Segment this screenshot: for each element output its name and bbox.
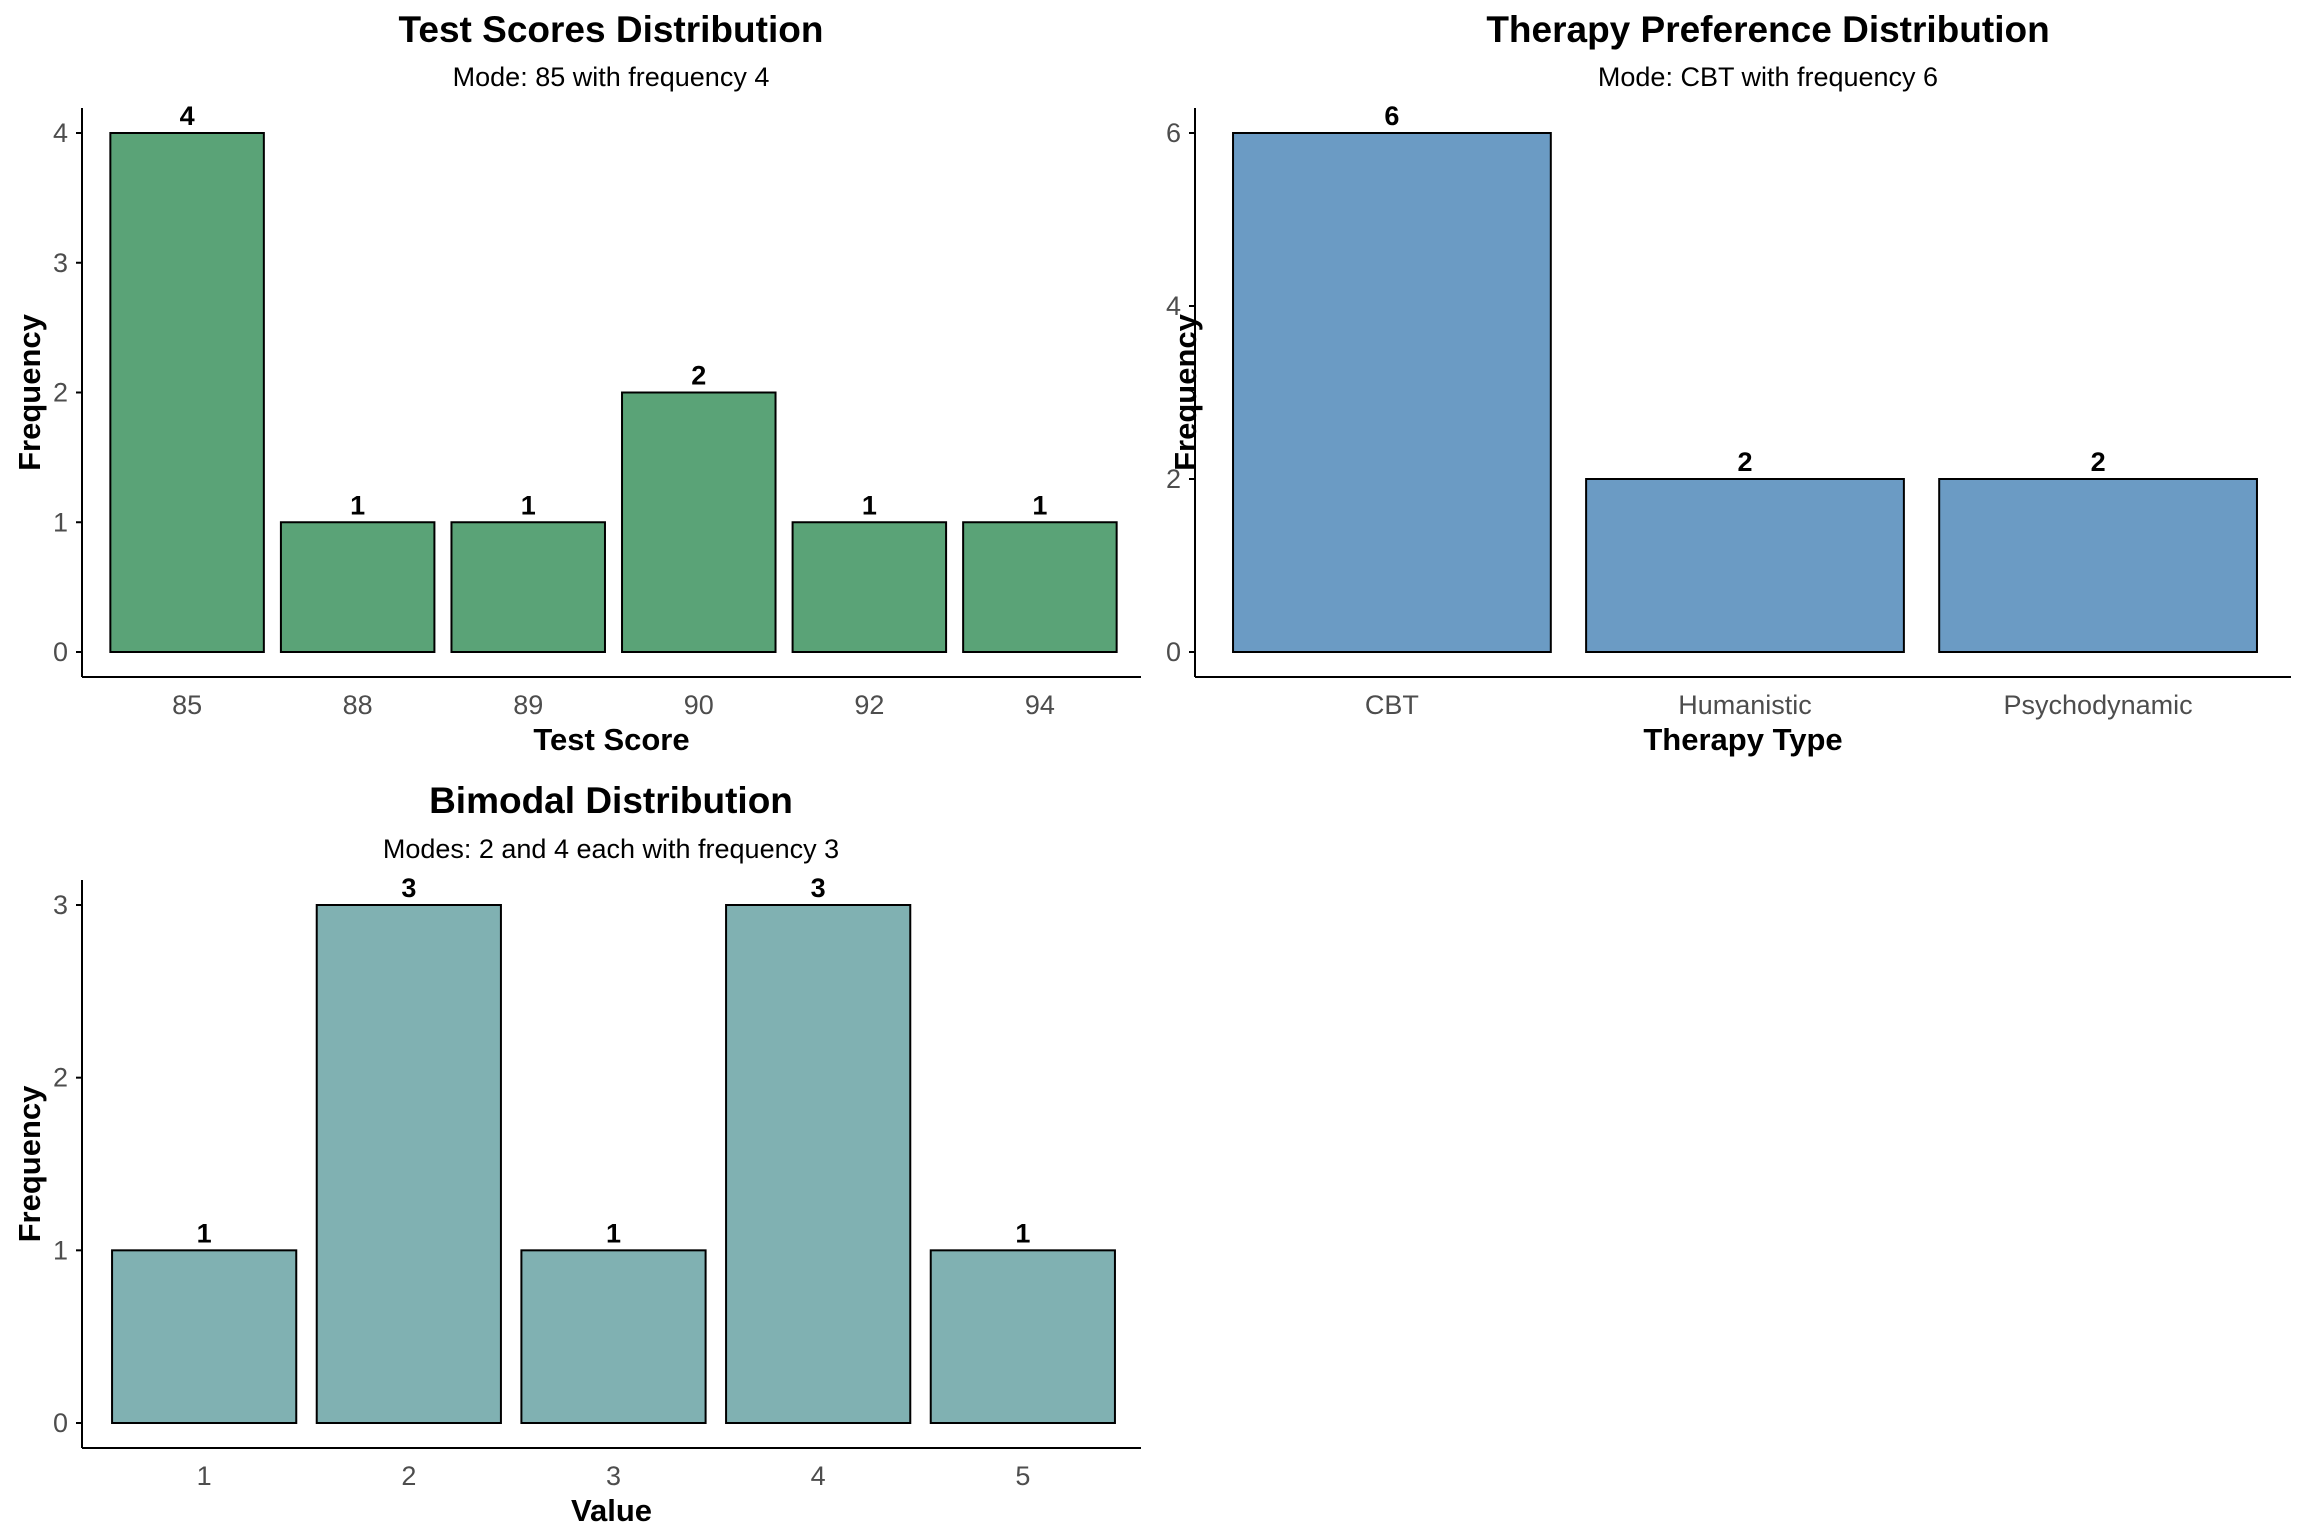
data-label: 2: [1737, 447, 1752, 477]
chart-panel-1: Test Scores Distribution Mode: 85 with fr…: [12, 9, 1141, 757]
x-tick-label: 4: [811, 1461, 826, 1491]
data-label: 3: [811, 873, 826, 903]
x-tick-label: 1: [197, 1461, 212, 1491]
chart-subtitle: Mode: 85 with frequency 4: [453, 62, 770, 92]
chart-subtitle: Modes: 2 and 4 each with frequency 3: [383, 834, 839, 864]
x-axis-title: Test Score: [533, 722, 689, 757]
data-label: 1: [1032, 490, 1047, 520]
y-tick-label: 3: [53, 890, 68, 920]
data-label: 1: [606, 1218, 621, 1248]
x-tick-label: 85: [172, 690, 202, 720]
x-tick-label: 2: [401, 1461, 416, 1491]
chart-title: Therapy Preference Distribution: [1486, 9, 2049, 50]
chart-title: Test Scores Distribution: [399, 9, 824, 50]
x-tick-label: 3: [606, 1461, 621, 1491]
bar-90: [621, 391, 777, 653]
y-tick-label: 4: [53, 118, 68, 148]
bar-89: [450, 521, 606, 653]
chart-panel-3: Bimodal Distribution Modes: 2 and 4 each …: [12, 780, 1141, 1528]
chart-subtitle: Mode: CBT with frequency 6: [1598, 62, 1938, 92]
y-tick-label: 2: [1166, 464, 1181, 494]
bar-3: [520, 1249, 707, 1425]
bar-94: [962, 521, 1118, 653]
y-tick-label: 1: [53, 1235, 68, 1265]
data-label: 1: [521, 490, 536, 520]
x-tick-label: 94: [1025, 690, 1055, 720]
data-label: 1: [862, 490, 877, 520]
bar-psychodynamic: [1938, 478, 2258, 653]
bar-4: [725, 904, 912, 1424]
y-axis-title: Frequency: [12, 1085, 47, 1243]
y-tick-label: 2: [53, 378, 68, 408]
data-label: 1: [1015, 1218, 1030, 1248]
x-tick-label: Psychodynamic: [2004, 690, 2193, 720]
y-tick-label: 2: [53, 1063, 68, 1093]
y-axis-title: Frequency: [12, 313, 47, 471]
x-tick-label: 90: [684, 690, 714, 720]
y-tick-label: 1: [53, 507, 68, 537]
data-label: 2: [2091, 447, 2106, 477]
y-tick-label: 4: [1166, 291, 1181, 321]
bar-5: [929, 1249, 1116, 1425]
x-tick-label: CBT: [1365, 690, 1419, 720]
y-axis-title: Frequency: [1168, 313, 1203, 471]
x-tick-label: 89: [513, 690, 543, 720]
bar-cbt: [1232, 132, 1552, 653]
y-tick-label: 0: [53, 1408, 68, 1438]
data-label: 6: [1384, 101, 1399, 131]
data-label: 3: [401, 873, 416, 903]
x-tick-label: 88: [343, 690, 373, 720]
x-tick-label: 92: [854, 690, 884, 720]
x-axis-title: Therapy Type: [1643, 722, 1842, 757]
x-tick-label: Humanistic: [1678, 690, 1812, 720]
y-tick-label: 3: [53, 248, 68, 278]
chart-title: Bimodal Distribution: [429, 780, 793, 821]
data-label: 1: [350, 490, 365, 520]
x-tick-label: 5: [1015, 1461, 1030, 1491]
data-label: 4: [180, 101, 195, 131]
data-label: 2: [691, 361, 706, 391]
y-tick-label: 6: [1166, 118, 1181, 148]
chart-panel-2: Therapy Preference Distribution Mode: CBT…: [1166, 9, 2291, 757]
bar-humanistic: [1585, 478, 1905, 653]
data-label: 1: [197, 1218, 212, 1248]
bar-85: [109, 132, 265, 653]
bar-1: [111, 1249, 298, 1425]
y-tick-label: 0: [1166, 637, 1181, 667]
bar-92: [791, 521, 948, 653]
y-tick-label: 0: [53, 637, 68, 667]
bar-88: [279, 521, 436, 653]
x-axis-title: Value: [571, 1493, 652, 1528]
bar-2: [315, 904, 502, 1424]
